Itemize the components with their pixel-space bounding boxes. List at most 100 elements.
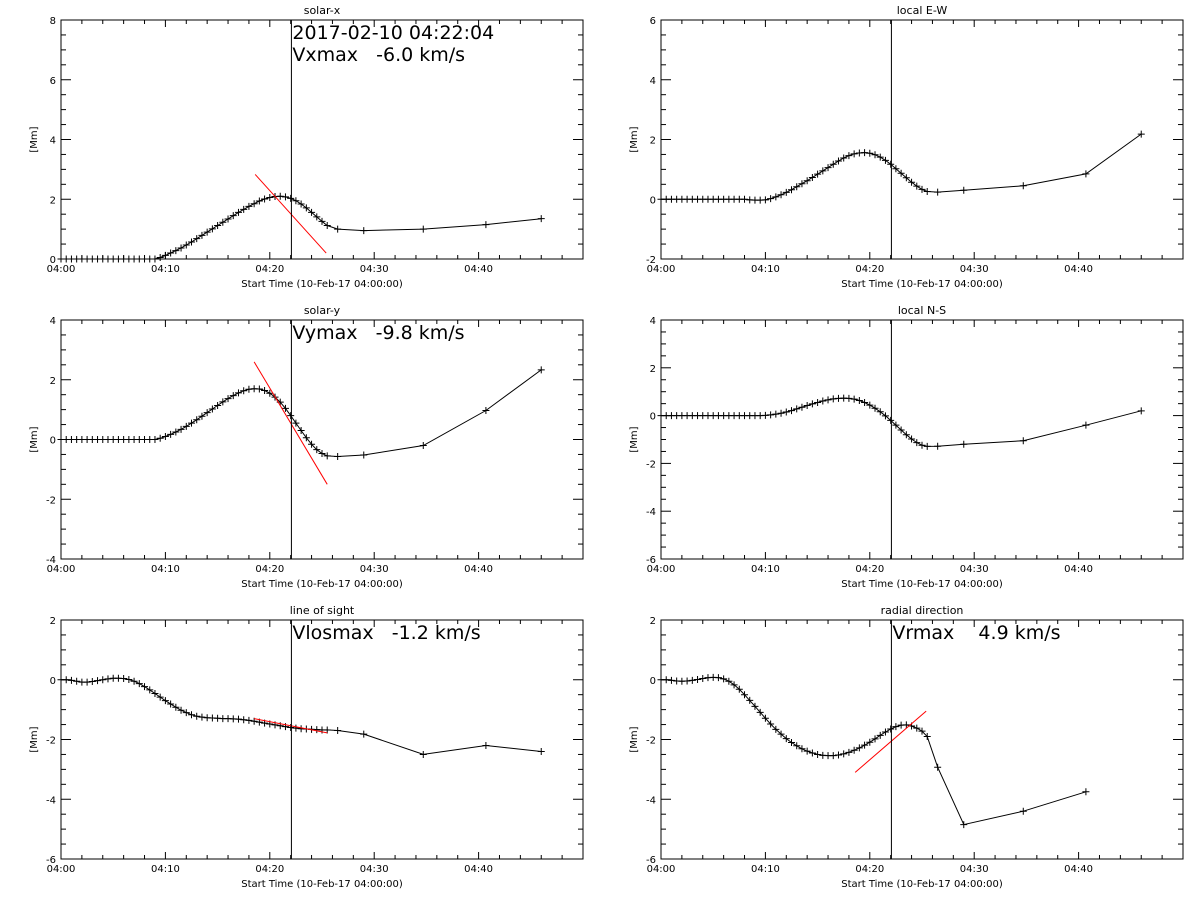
data-point-marker [198, 713, 206, 721]
data-point-marker [934, 188, 942, 196]
data-point-marker [782, 735, 790, 743]
data-point-marker [1137, 130, 1145, 138]
x-tick-label: 04:10 [151, 864, 180, 875]
data-point-marker [803, 747, 811, 755]
data-point-marker [694, 675, 702, 683]
data-point-marker [913, 724, 921, 732]
data-point-marker [276, 192, 284, 200]
panel-title: local E-W [897, 4, 948, 17]
y-tick-label: -4 [646, 795, 656, 806]
data-point-marker [845, 748, 853, 756]
y-tick-label: 0 [50, 436, 56, 447]
data-point-marker [62, 676, 70, 684]
x-tick-label: 04:20 [255, 864, 284, 875]
x-tick-label: 04:40 [464, 564, 493, 575]
data-point-marker [292, 724, 300, 732]
data-point-marker [167, 249, 175, 257]
data-point-marker [803, 402, 811, 410]
y-tick-label: 2 [50, 195, 56, 206]
data-point-marker [881, 728, 889, 736]
data-point-marker [845, 152, 853, 160]
x-tick-label: 04:20 [855, 564, 884, 575]
data-point-marker [193, 416, 201, 424]
data-point-marker [182, 709, 190, 717]
data-point-marker [292, 197, 300, 205]
x-tick-label: 04:30 [360, 264, 389, 275]
y-tick-label: 2 [50, 376, 56, 387]
data-point-marker [482, 221, 490, 229]
data-point-marker [814, 398, 822, 406]
data-point-marker [245, 202, 253, 210]
x-tick-label: 04:30 [960, 264, 989, 275]
data-point-marker [297, 427, 305, 435]
data-point-marker [537, 366, 545, 374]
data-point-marker [193, 235, 201, 243]
data-point-marker [725, 677, 733, 685]
data-point-marker [208, 225, 216, 233]
chart-panel-1: 04:00 04:10 04:20 04:30 04:40 -2 0 2 4 6 local E-W… [629, 4, 1184, 290]
data-point-marker [151, 255, 159, 263]
data-point-marker [161, 251, 169, 259]
data-point-marker [720, 675, 728, 683]
data-point-marker [156, 434, 164, 442]
data-point-marker [67, 676, 75, 684]
data-point-marker [840, 750, 848, 758]
x-axis-label: Start Time (10-Feb-17 04:00:00) [241, 279, 403, 290]
x-axis-label: Start Time (10-Feb-17 04:00:00) [841, 579, 1003, 590]
data-point-marker [918, 441, 926, 449]
data-point-marker [918, 727, 926, 735]
data-point-marker [798, 403, 806, 411]
y-tick-label: 4 [650, 316, 656, 327]
data-point-marker [334, 727, 342, 735]
data-point-marker [772, 193, 780, 201]
annotation-text: 2017-02-10 04:22:04 [292, 22, 494, 44]
data-point-marker [172, 703, 180, 711]
data-point-marker [918, 185, 926, 193]
data-series-line [61, 677, 542, 755]
data-point-marker [876, 153, 884, 161]
y-tick-label: 2 [50, 616, 56, 627]
x-tick-label: 04:10 [151, 264, 180, 275]
data-series-line [661, 133, 1142, 201]
annotation-text: Vlosmax -1.2 km/s [292, 622, 480, 644]
chart-panel-0: 04:00 04:10 04:20 04:30 04:40 0 2 4 6 8 solar-x Sta… [29, 4, 584, 290]
data-point-marker [808, 400, 816, 408]
data-point-marker [229, 212, 237, 220]
data-point-marker [793, 742, 801, 750]
data-point-marker [177, 244, 185, 252]
data-point-marker [240, 205, 248, 213]
y-tick-label: -4 [46, 555, 56, 566]
panel-title: local N-S [898, 304, 946, 317]
data-point-marker [234, 389, 242, 397]
data-point-marker [229, 392, 237, 400]
data-point-marker [224, 395, 232, 403]
x-tick-label: 04:40 [464, 264, 493, 275]
data-point-marker [960, 821, 968, 829]
x-tick-label: 04:00 [647, 864, 676, 875]
data-point-marker [323, 726, 331, 734]
data-point-marker [219, 218, 227, 226]
data-point-marker [808, 749, 816, 757]
data-point-marker [308, 208, 316, 216]
data-point-marker [934, 442, 942, 450]
chart-panel-2: 04:00 04:10 04:20 04:30 04:40 -4 -2 0 2 4 solar-y S… [29, 304, 584, 590]
data-point-marker [767, 411, 775, 419]
data-point-marker [214, 222, 222, 230]
y-tick-label: 8 [50, 16, 56, 27]
data-point-marker [177, 425, 185, 433]
data-point-marker [287, 194, 295, 202]
data-point-marker [772, 725, 780, 733]
data-point-marker [360, 730, 368, 738]
data-point-marker [892, 723, 900, 731]
velocity-fit-line [854, 710, 927, 773]
data-point-marker [240, 716, 248, 724]
x-tick-label: 04:20 [255, 264, 284, 275]
y-axis-label: [Mm] [29, 726, 40, 752]
data-point-marker [777, 730, 785, 738]
data-point-marker [908, 435, 916, 443]
panel-title: line of sight [290, 604, 355, 617]
data-point-marker [814, 170, 822, 178]
data-point-marker [167, 430, 175, 438]
data-point-marker [808, 173, 816, 181]
y-tick-label: -4 [646, 507, 656, 518]
